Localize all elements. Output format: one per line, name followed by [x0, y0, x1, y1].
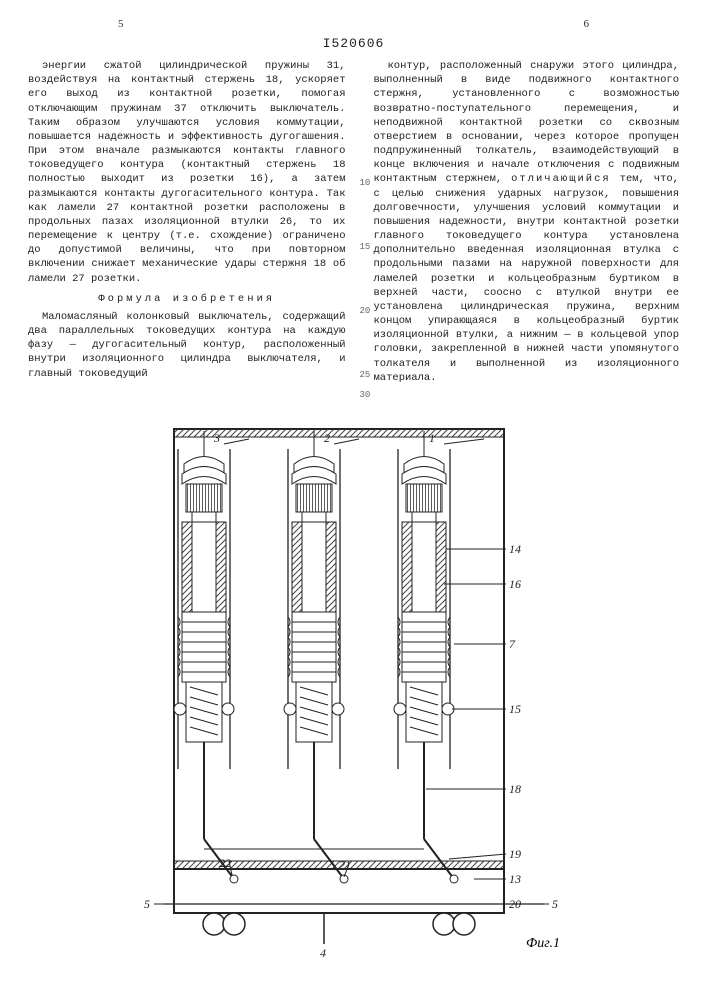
distinguishing-word: отличающийся: [511, 173, 611, 185]
line-numbers: 10 15 20 25 30: [360, 59, 372, 399]
svg-text:1: 1: [429, 431, 435, 445]
svg-text:5: 5: [552, 897, 558, 911]
left-column: энергии сжатой цилиндрической пружины 31…: [28, 59, 346, 399]
svg-text:18: 18: [509, 782, 521, 796]
page-number-right: 6: [584, 18, 590, 30]
left-p2: Маломасляный колонковый выключатель, сод…: [28, 310, 346, 381]
right-p1c: тем, что, с целью снижения ударных нагру…: [374, 173, 680, 383]
page-number-left: 5: [118, 18, 124, 30]
figure-1: 1 2 3 14 16 7 15 18 19 13 20 5 21 22: [144, 409, 564, 969]
right-p1a: контур, расположенный снаружи этого цили…: [374, 60, 680, 185]
formula-title: Формула изобретения: [28, 292, 346, 306]
document-number: I520606: [28, 36, 679, 51]
left-p1: энергии сжатой цилиндрической пружины 31…: [28, 59, 346, 286]
svg-text:19: 19: [509, 847, 521, 861]
line-marker: 25: [360, 369, 371, 381]
figure-label: Фиг.1: [526, 936, 560, 951]
svg-text:5: 5: [144, 897, 150, 911]
line-marker: 15: [360, 241, 371, 253]
svg-text:20: 20: [509, 897, 521, 911]
right-column: 10 15 20 25 30 контур, расположенный сна…: [362, 59, 680, 399]
svg-text:7: 7: [509, 637, 516, 651]
right-p1: контур, расположенный снаружи этого цили…: [362, 59, 680, 385]
svg-text:15: 15: [509, 702, 521, 716]
line-marker: 10: [360, 177, 371, 189]
svg-text:21: 21: [339, 858, 351, 872]
svg-text:14: 14: [509, 542, 521, 556]
svg-text:16: 16: [509, 577, 521, 591]
line-marker: 30: [360, 389, 371, 401]
svg-text:4: 4: [320, 946, 326, 960]
line-marker: 20: [360, 305, 371, 317]
svg-text:2: 2: [324, 431, 330, 445]
text-columns: энергии сжатой цилиндрической пружины 31…: [28, 59, 679, 399]
svg-text:3: 3: [213, 431, 220, 445]
svg-text:13: 13: [509, 872, 521, 886]
